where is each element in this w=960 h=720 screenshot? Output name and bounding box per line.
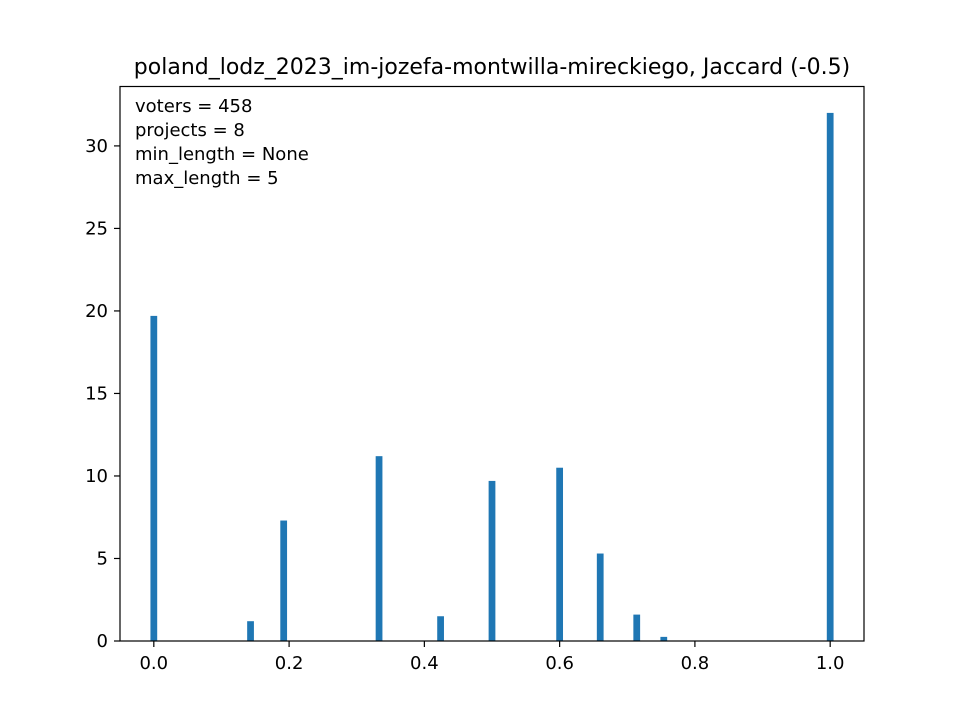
annotation-line: voters = 458 — [135, 96, 252, 117]
histogram-bar — [826, 112, 834, 641]
histogram-bar — [280, 520, 288, 641]
chart-title: poland_lodz_2023_im-jozefa-montwilla-mir… — [134, 55, 850, 80]
x-tick-label: 1.0 — [816, 653, 845, 674]
y-tick-label: 5 — [97, 548, 108, 569]
y-tick-label: 0 — [97, 631, 108, 652]
histogram-bar — [247, 621, 254, 641]
histogram-bar — [150, 315, 158, 641]
annotation-line: min_length = None — [135, 144, 309, 165]
y-tick-label: 20 — [85, 301, 108, 322]
annotation-line: projects = 8 — [135, 120, 245, 141]
histogram-bar — [437, 616, 444, 641]
x-tick-label: 0.8 — [681, 653, 710, 674]
y-axis-ticks: 0 5 10 15 20 25 30 — [85, 136, 120, 652]
x-tick-label: 0.2 — [275, 653, 304, 674]
y-tick-label: 30 — [85, 136, 108, 157]
histogram-bar — [596, 553, 604, 641]
histogram-bar — [556, 467, 564, 641]
x-axis-ticks: 0.0 0.2 0.4 0.6 0.8 1.0 — [139, 641, 845, 674]
plot-frame — [119, 85, 865, 642]
stats-annotation: voters = 458 projects = 8 min_length = Non… — [135, 96, 309, 189]
histogram-bar — [633, 614, 641, 641]
x-tick-label: 0.6 — [545, 653, 574, 674]
x-tick-label: 0.0 — [139, 653, 168, 674]
x-tick-label: 0.4 — [410, 653, 439, 674]
y-tick-label: 10 — [85, 466, 108, 487]
bars-group — [150, 112, 834, 641]
y-tick-label: 25 — [85, 218, 108, 239]
histogram-bar — [375, 456, 383, 641]
histogram-bar — [660, 636, 668, 641]
y-tick-label: 15 — [85, 383, 108, 404]
annotation-line: max_length = 5 — [135, 168, 279, 189]
histogram-bar — [488, 480, 496, 641]
